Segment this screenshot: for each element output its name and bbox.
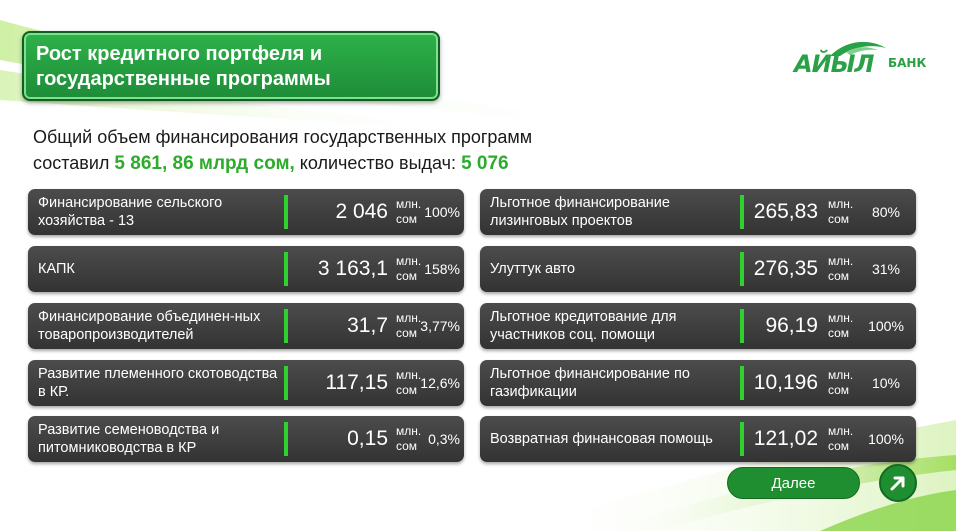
page-title-line1: Рост кредитного портфеля и bbox=[36, 43, 323, 65]
program-value: 117,15 bbox=[325, 371, 388, 394]
program-value: 31,7 bbox=[347, 314, 388, 337]
program-label: Льготное кредитование для участников соц… bbox=[490, 309, 677, 343]
program-divider bbox=[740, 309, 744, 343]
logo-sub-text: БАНК bbox=[888, 56, 927, 70]
program-percent: 80% bbox=[871, 204, 901, 220]
program-card: Финансирование объединен-ных товаропроиз… bbox=[28, 303, 464, 349]
program-unit: млн. сом bbox=[828, 424, 854, 453]
program-label: Возвратная финансовая помощь bbox=[490, 431, 713, 447]
program-card: Возвратная финансовая помощь 121,02 млн.… bbox=[480, 416, 916, 462]
program-percent: 100% bbox=[424, 204, 460, 220]
program-unit: млн. сом bbox=[396, 311, 422, 340]
summary-line2: составил 5 861, 86 млрд сом, количество … bbox=[33, 150, 673, 177]
program-label: Льготное финансирование лизинговых проек… bbox=[490, 195, 670, 229]
program-percent: 12,6% bbox=[420, 375, 460, 391]
program-unit: млн. сом bbox=[828, 368, 854, 397]
program-divider bbox=[284, 309, 288, 343]
program-divider bbox=[740, 252, 744, 286]
program-unit: млн. сом bbox=[828, 311, 854, 340]
program-label: Развитие семеноводства и питомниководств… bbox=[38, 422, 220, 456]
program-label: Льготное финансирование по газификации bbox=[490, 366, 690, 400]
program-percent: 31% bbox=[871, 261, 901, 277]
program-percent: 0,3% bbox=[428, 431, 460, 447]
program-divider bbox=[284, 195, 288, 229]
program-unit: млн. сом bbox=[396, 424, 422, 453]
summary-amount: 5 861, 86 млрд сом, bbox=[114, 153, 295, 174]
program-unit: млн. сом bbox=[828, 254, 854, 283]
logo-swoosh-icon bbox=[830, 41, 886, 56]
program-unit: млн. сом bbox=[396, 197, 422, 226]
program-percent: 10% bbox=[871, 375, 901, 391]
program-value: 0,15 bbox=[347, 427, 388, 450]
program-label: Развитие племенного скотоводства в КР. bbox=[38, 366, 278, 400]
program-percent: 100% bbox=[868, 431, 904, 447]
program-percent: 158% bbox=[424, 261, 460, 277]
program-value: 96,19 bbox=[765, 314, 818, 337]
program-card: КАПК 3 163,1 млн. сом 158% bbox=[28, 246, 464, 292]
program-unit: млн. сом bbox=[396, 254, 422, 283]
program-value: 121,02 bbox=[753, 427, 818, 450]
summary-line1: Общий объем финансирования государственн… bbox=[33, 127, 533, 147]
program-divider bbox=[284, 252, 288, 286]
program-value: 276,35 bbox=[753, 257, 818, 280]
program-card: Финансирование сельского хозяйства - 13 … bbox=[28, 189, 464, 235]
summary-text: Общий объем финансирования государственн… bbox=[33, 124, 673, 177]
summary-count-label: количество выдач: bbox=[299, 153, 457, 173]
program-percent: 3,77% bbox=[420, 318, 460, 334]
program-card: Развитие семеноводства и питомниководств… bbox=[28, 416, 464, 462]
summary-count: 5 076 bbox=[461, 153, 509, 174]
program-label: Улуттук авто bbox=[490, 261, 576, 277]
program-percent: 100% bbox=[868, 318, 904, 334]
program-card: Льготное финансирование по газификации 1… bbox=[480, 360, 916, 406]
program-value: 2 046 bbox=[335, 200, 388, 223]
program-divider bbox=[740, 195, 744, 229]
program-divider bbox=[284, 366, 288, 400]
page-title-box: Рост кредитного портфеля и государственн… bbox=[22, 31, 440, 101]
program-value: 10,196 bbox=[753, 371, 818, 394]
bank-logo: АЙЫЛ БАНК bbox=[788, 38, 928, 80]
program-value: 3 163,1 bbox=[317, 257, 388, 280]
summary-prefix: составил bbox=[33, 153, 110, 173]
logo-main-text: АЙЫЛ bbox=[794, 50, 874, 78]
program-divider bbox=[740, 422, 744, 456]
program-unit: млн. сом bbox=[828, 197, 854, 226]
program-card: Развитие племенного скотоводства в КР. 1… bbox=[28, 360, 464, 406]
program-label: Финансирование сельского хозяйства - 13 bbox=[38, 195, 223, 229]
program-label: Финансирование объединен-ных товаропроиз… bbox=[38, 309, 261, 343]
page-title-line2: государственные программы bbox=[36, 68, 331, 90]
next-button[interactable]: Далее bbox=[727, 467, 860, 499]
program-divider bbox=[740, 366, 744, 400]
arrow-up-right-icon bbox=[890, 476, 905, 491]
program-card: Льготное кредитование для участников соц… bbox=[480, 303, 916, 349]
program-unit: млн. сом bbox=[396, 368, 422, 397]
program-card: Льготное финансирование лизинговых проек… bbox=[480, 189, 916, 235]
program-label: КАПК bbox=[38, 261, 75, 277]
program-card: Улуттук авто 276,35 млн. сом 31% bbox=[480, 246, 916, 292]
program-value: 265,83 bbox=[753, 200, 818, 223]
arrow-next-button[interactable] bbox=[879, 464, 917, 502]
program-divider bbox=[284, 422, 288, 456]
